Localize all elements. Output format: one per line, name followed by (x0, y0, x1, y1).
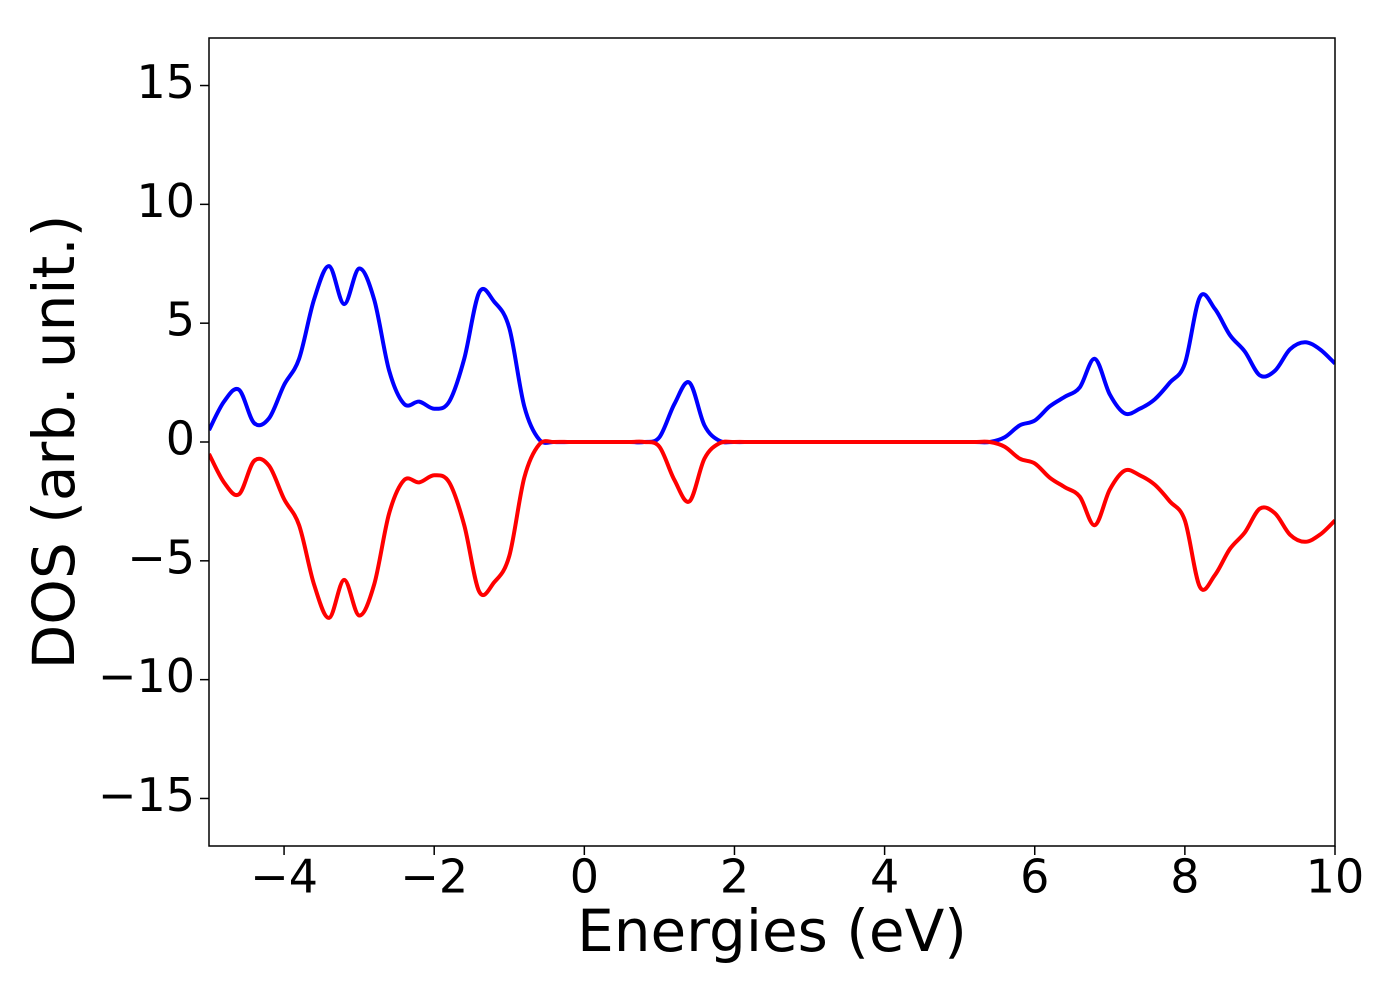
x-tick-label: 8 (1170, 850, 1199, 904)
y-axis-label: DOS (arb. unit.) (20, 215, 88, 670)
line-series (209, 264, 1335, 445)
y-tick-label: 15 (136, 55, 195, 109)
y-tick-label: 5 (166, 293, 195, 347)
plot-frame (208, 37, 1336, 847)
x-tick-label: −2 (400, 850, 468, 904)
x-tick-label: 6 (1020, 850, 1049, 904)
y-tick-label: 0 (166, 412, 195, 466)
y-tick-label: 10 (136, 174, 195, 228)
x-tick-label: 0 (570, 850, 599, 904)
x-tick-label: 2 (720, 850, 749, 904)
y-tick-label: −10 (98, 649, 195, 703)
x-tick-label: −4 (250, 850, 318, 904)
line-series (209, 439, 1335, 620)
x-tick-label: 10 (1306, 850, 1365, 904)
x-axis-label: Energies (eV) (577, 897, 967, 965)
x-tick-label: 4 (870, 850, 899, 904)
y-tick-label: −5 (127, 530, 195, 584)
y-tick-label: −15 (98, 768, 195, 822)
